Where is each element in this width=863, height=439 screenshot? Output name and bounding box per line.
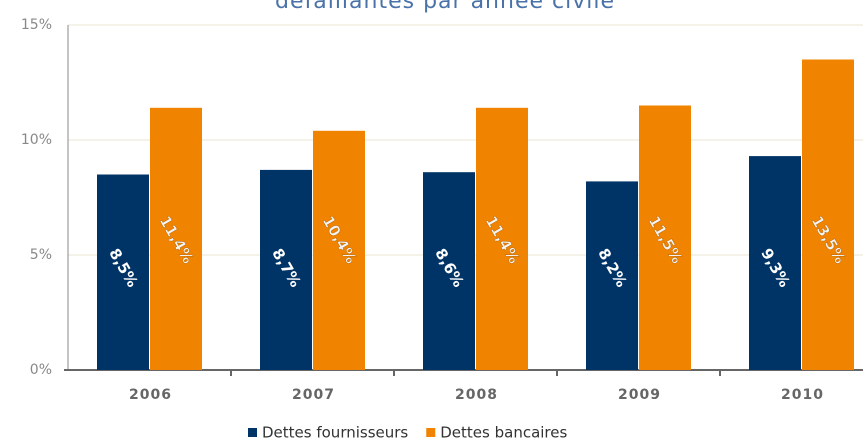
bar [476, 107, 528, 371]
x-tick-label: 2006 [129, 387, 172, 403]
legend-label: Dettes fournisseurs [262, 424, 408, 439]
x-tick-label: 2009 [618, 387, 661, 403]
bar [802, 59, 854, 370]
bar [97, 174, 149, 370]
legend-swatch [426, 428, 436, 437]
bar [749, 156, 801, 370]
x-tick-label: 2010 [781, 387, 824, 403]
y-tick-label: 5% [30, 247, 52, 263]
y-tick-label: 0% [30, 362, 52, 378]
bar [586, 181, 638, 370]
bar [150, 107, 202, 371]
y-tick-label: 15% [21, 17, 52, 33]
y-tick-label: 10% [21, 132, 52, 148]
bar [313, 130, 365, 370]
legend-label: Dettes bancaires [440, 424, 567, 439]
chart-title: défaillantes par année civile [275, 0, 615, 14]
bar [639, 105, 691, 370]
x-tick-label: 2008 [455, 387, 498, 403]
x-tick-label: 2007 [292, 387, 335, 403]
legend-swatch [248, 428, 257, 437]
bar [260, 169, 312, 370]
bar [423, 172, 475, 370]
